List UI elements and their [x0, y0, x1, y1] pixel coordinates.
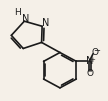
Text: −: −: [93, 46, 100, 55]
Text: O: O: [91, 48, 98, 57]
Text: +: +: [89, 57, 95, 63]
Text: N: N: [22, 14, 29, 24]
Text: H: H: [14, 8, 21, 17]
Text: N: N: [86, 56, 94, 66]
Text: O: O: [86, 69, 93, 78]
Text: N: N: [42, 18, 49, 28]
